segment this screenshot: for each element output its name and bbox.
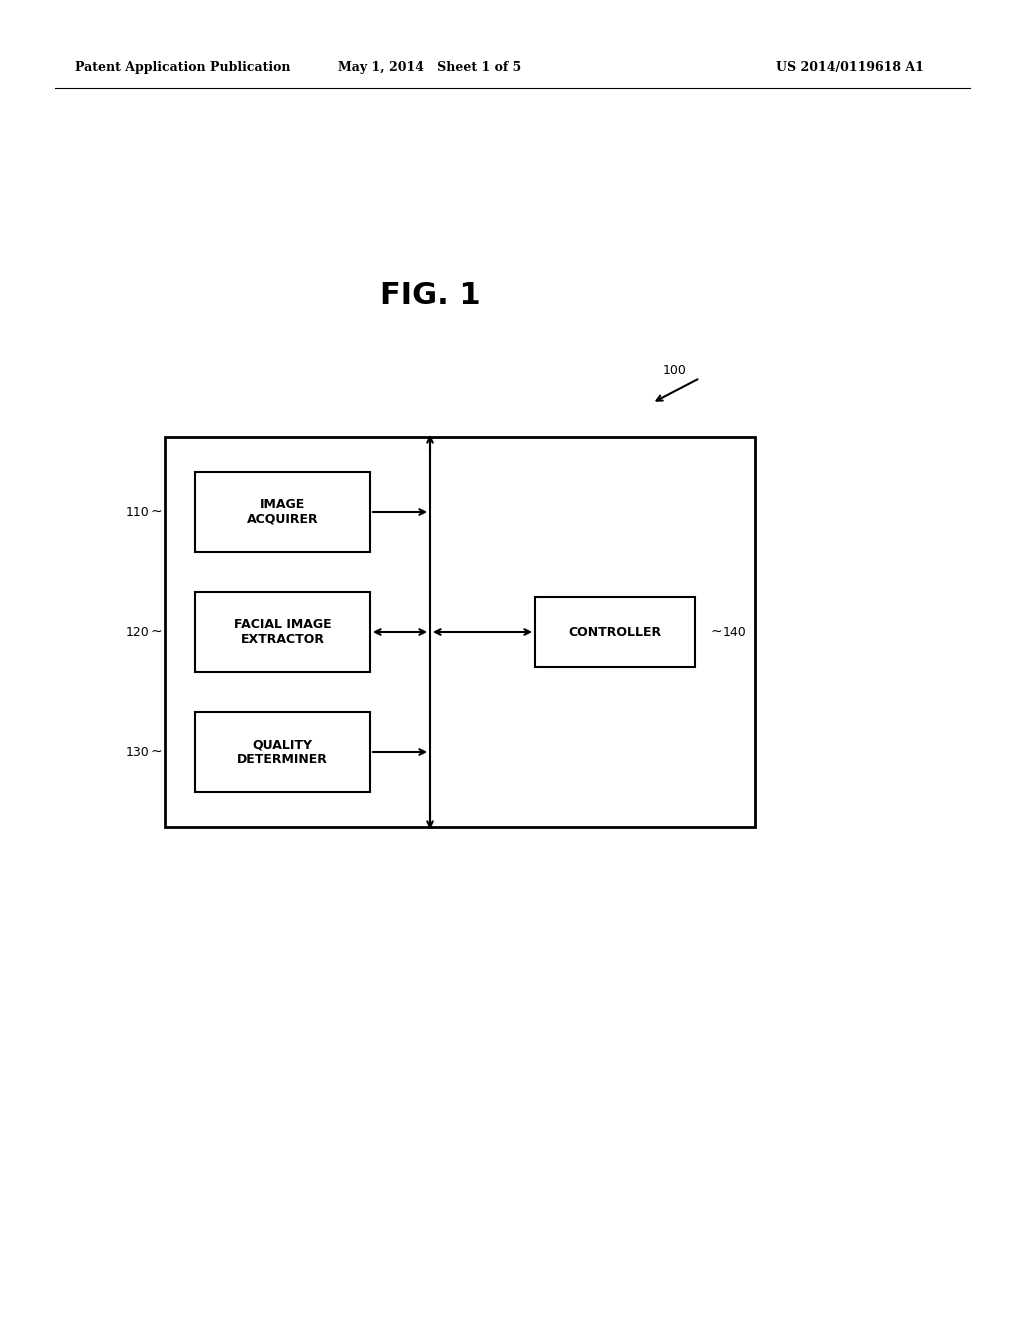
Bar [195, 591, 370, 672]
Text: 100: 100 [663, 363, 687, 376]
Text: ~: ~ [151, 744, 162, 759]
Text: QUALITY
DETERMINER: QUALITY DETERMINER [238, 738, 328, 766]
Text: 120: 120 [125, 626, 150, 639]
Text: 140: 140 [723, 626, 746, 639]
Text: Patent Application Publication: Patent Application Publication [75, 62, 291, 74]
Bar [195, 473, 370, 552]
Text: ~: ~ [151, 506, 162, 519]
Text: IMAGE
ACQUIRER: IMAGE ACQUIRER [247, 498, 318, 525]
Bar [535, 597, 695, 667]
Bar [195, 711, 370, 792]
Text: May 1, 2014   Sheet 1 of 5: May 1, 2014 Sheet 1 of 5 [338, 62, 521, 74]
Text: ~: ~ [710, 624, 722, 639]
Text: FACIAL IMAGE
EXTRACTOR: FACIAL IMAGE EXTRACTOR [233, 618, 332, 645]
Text: ~: ~ [151, 624, 162, 639]
Text: US 2014/0119618 A1: US 2014/0119618 A1 [776, 62, 924, 74]
Text: FIG. 1: FIG. 1 [380, 281, 480, 309]
Text: 130: 130 [125, 746, 150, 759]
Bar [165, 437, 755, 828]
Text: 110: 110 [125, 506, 150, 519]
Text: CONTROLLER: CONTROLLER [568, 626, 662, 639]
